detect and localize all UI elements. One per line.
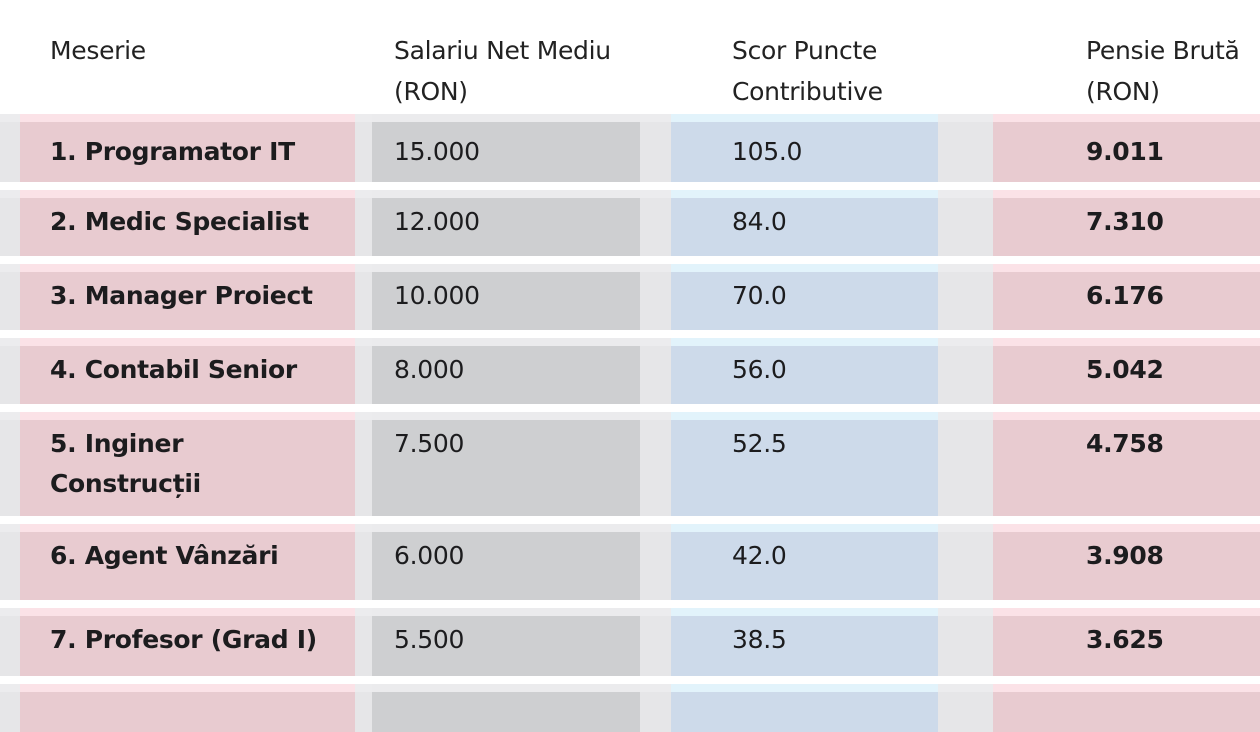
cell-scor: 70.0 — [732, 281, 787, 310]
table-row — [0, 676, 1260, 732]
table-row: 1. Programator IT 15.000 105.0 9.011 — [0, 114, 1260, 182]
header-pensie: Pensie Brută (RON) — [1086, 36, 1240, 106]
table-body: 1. Programator IT 15.000 105.0 9.011 2. Medi… — [0, 114, 1260, 732]
cell-scor: 42.0 — [732, 541, 787, 570]
cell-pensie: 7.310 — [1086, 207, 1164, 236]
cell-scor: 38.5 — [732, 625, 787, 654]
table-row: 7. Profesor (Grad I) 5.500 38.5 3.625 — [0, 600, 1260, 676]
cell-meserie: 7. Profesor (Grad I) — [50, 625, 317, 654]
header-meserie: Meserie — [50, 36, 146, 65]
table-row: 2. Medic Specialist 12.000 84.0 7.310 — [0, 182, 1260, 256]
cell-meserie: 2. Medic Specialist — [50, 207, 309, 236]
cell-pensie: 4.758 — [1086, 429, 1164, 458]
table-row: 3. Manager Proiect 10.000 70.0 6.176 — [0, 256, 1260, 330]
header-scor: Scor Puncte Contributive — [732, 36, 883, 106]
cell-meserie: 6. Agent Vânzări — [50, 541, 279, 570]
table-row: 6. Agent Vânzări 6.000 42.0 3.908 — [0, 516, 1260, 600]
table-row: 5. Inginer Construcții 7.500 52.5 4.758 — [0, 404, 1260, 516]
cell-pensie: 9.011 — [1086, 137, 1164, 166]
cell-meserie: 1. Programator IT — [50, 137, 295, 166]
cell-scor: 105.0 — [732, 137, 803, 166]
table-row: 4. Contabil Senior 8.000 56.0 5.042 — [0, 330, 1260, 404]
cell-meserie: 3. Manager Proiect — [50, 281, 313, 310]
cell-pensie: 3.625 — [1086, 625, 1164, 654]
cell-salariu: 12.000 — [394, 207, 480, 236]
cell-pensie: 5.042 — [1086, 355, 1164, 384]
cell-salariu: 7.500 — [394, 429, 465, 458]
cell-scor: 84.0 — [732, 207, 787, 236]
header-salariu: Salariu Net Mediu (RON) — [394, 36, 611, 106]
cell-scor: 52.5 — [732, 429, 787, 458]
cell-salariu: 10.000 — [394, 281, 480, 310]
cell-pensie: 6.176 — [1086, 281, 1164, 310]
cell-scor: 56.0 — [732, 355, 787, 384]
cell-salariu: 8.000 — [394, 355, 465, 384]
cell-pensie: 3.908 — [1086, 541, 1164, 570]
cell-salariu: 5.500 — [394, 625, 465, 654]
cell-meserie: 4. Contabil Senior — [50, 355, 297, 384]
cell-salariu: 6.000 — [394, 541, 465, 570]
cell-salariu: 15.000 — [394, 137, 480, 166]
cell-meserie: 5. Inginer Construcții — [50, 429, 201, 498]
